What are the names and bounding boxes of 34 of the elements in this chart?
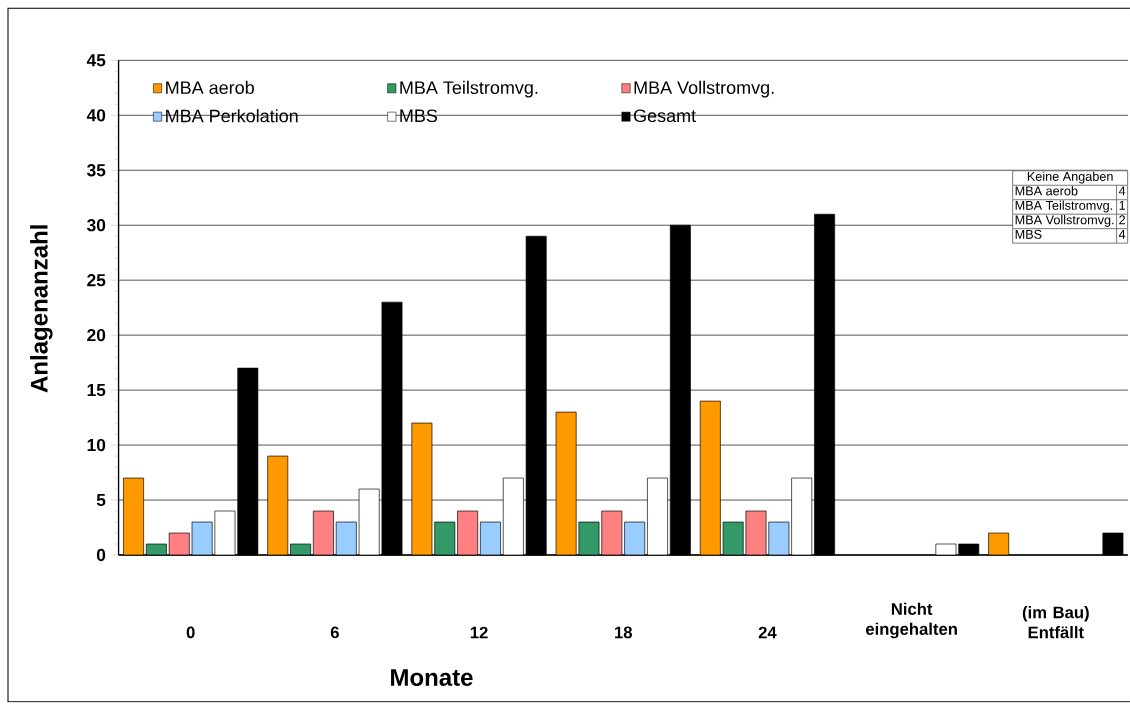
annotation: 1: [1119, 201, 1126, 210]
annotation: 4: [1118, 186, 1126, 196]
y-tick-label: 0: [96, 548, 106, 562]
x-tick-label: Nicht eingehalten: [865, 602, 957, 639]
legend-label: MBS: [400, 109, 438, 123]
legend-label: MBA Perkolation: [166, 109, 298, 123]
x-tick-label: 24: [758, 626, 777, 639]
y-tick-label: 15: [87, 384, 106, 397]
annotation: 2: [1119, 215, 1126, 225]
annotation: Keine Angaben: [1027, 171, 1113, 184]
y-tick-label: 45: [86, 54, 106, 67]
y-tick-label: 30: [86, 219, 106, 232]
x-tick-label: 18: [615, 626, 632, 639]
annotation: 4: [1118, 229, 1126, 239]
legend-label: MBA Teilstromvg.: [400, 80, 538, 98]
annotation: MBA Vollstromvg.: [1015, 215, 1114, 227]
legend-label: MBA aerob: [166, 80, 254, 94]
legend-label: MBA Vollstromvg.: [634, 80, 774, 98]
annotation: MBA aerob: [1015, 186, 1078, 196]
y-tick-label: 5: [96, 494, 106, 507]
x-tick-label: 6: [330, 626, 339, 639]
x-axis-title: Monate: [391, 669, 473, 686]
y-tick-label: 40: [86, 109, 106, 122]
x-tick-label: 12: [470, 626, 488, 639]
y-tick-label: 10: [87, 438, 106, 452]
y-tick-label: 35: [86, 164, 106, 177]
annotation: MBA Teilstromvg.: [1015, 200, 1113, 213]
y-axis-title: Anlagenanzahl: [30, 225, 53, 393]
annotation: MBS: [1015, 229, 1042, 239]
y-tick-label: 25: [87, 274, 106, 287]
legend-label: Gesamt: [633, 109, 696, 123]
y-tick-label: 20: [87, 329, 106, 342]
x-tick-label: (im Bau) Entfällt: [1022, 606, 1089, 639]
x-tick-label: 0: [186, 626, 195, 639]
